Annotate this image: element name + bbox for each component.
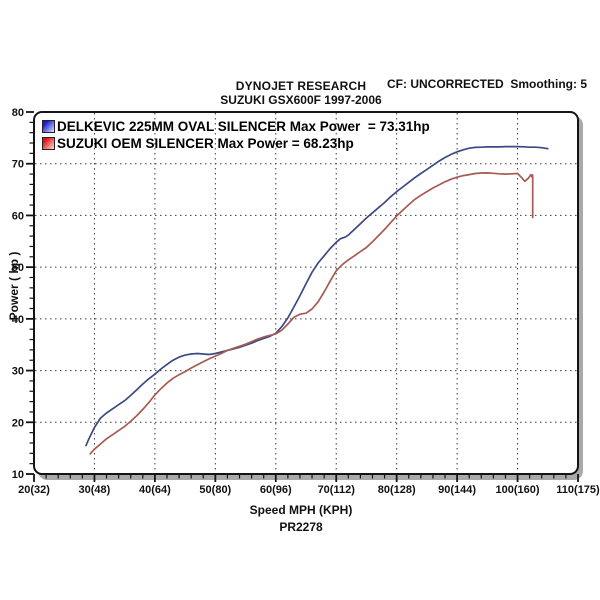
plot-frame: [33, 111, 579, 475]
svg-text:70(112): 70(112): [318, 484, 356, 496]
svg-text:80(128): 80(128): [378, 484, 416, 496]
svg-text:30: 30: [12, 366, 24, 378]
legend-label-delkevic: DELKEVIC 225MM OVAL SILENCER Max Power =…: [57, 119, 430, 134]
run-code: PR2278: [279, 520, 323, 534]
svg-text:30(48): 30(48): [79, 484, 111, 496]
legend-item-oem: SUZUKI OEM SILENCER Max Power = 68.23hp: [42, 135, 430, 152]
power-curve-delkevic: [85, 145, 549, 447]
svg-text:60(96): 60(96): [260, 484, 292, 496]
svg-text:20(32): 20(32): [18, 484, 50, 496]
legend-item-delkevic: DELKEVIC 225MM OVAL SILENCER Max Power =…: [42, 118, 430, 135]
y-axis-label: Power ( hp ): [7, 251, 21, 321]
svg-text:70: 70: [12, 159, 24, 171]
svg-text:40: 40: [12, 314, 24, 326]
legend: DELKEVIC 225MM OVAL SILENCER Max Power =…: [42, 118, 430, 152]
svg-text:50(80): 50(80): [199, 484, 231, 496]
svg-text:100(160): 100(160): [496, 484, 540, 496]
axis-ticks: [26, 111, 579, 482]
svg-text:110(175): 110(175): [556, 484, 600, 496]
chart-title: DYNOJET RESEARCH: [235, 79, 367, 93]
svg-text:10: 10: [12, 469, 24, 481]
delkevic-series-swatch-icon: [42, 120, 55, 133]
correction-smoothing-note: CF: UNCORRECTED Smoothing: 5: [387, 77, 587, 91]
svg-text:40(64): 40(64): [139, 484, 171, 496]
chart-subtitle: SUZUKI GSX600F 1997-2006: [220, 93, 382, 107]
svg-text:80: 80: [12, 107, 24, 119]
svg-text:60: 60: [12, 210, 24, 222]
svg-text:20: 20: [12, 417, 24, 429]
gridlines: [35, 113, 577, 473]
oem-series-swatch-icon: [42, 137, 55, 150]
power-curve-oem: [89, 172, 534, 455]
x-axis-label: Speed MPH (KPH): [249, 503, 353, 517]
x-tick-labels: 20(32) 30(48) 40(64) 50(80) 60(96) 70(112) 80(…: [18, 484, 600, 496]
svg-text:50: 50: [12, 262, 24, 274]
legend-label-oem: SUZUKI OEM SILENCER Max Power = 68.23hp: [57, 136, 354, 151]
y-tick-labels: 10 20 30 40 50 60 70 80: [12, 107, 24, 481]
svg-text:90(144): 90(144): [438, 484, 476, 496]
